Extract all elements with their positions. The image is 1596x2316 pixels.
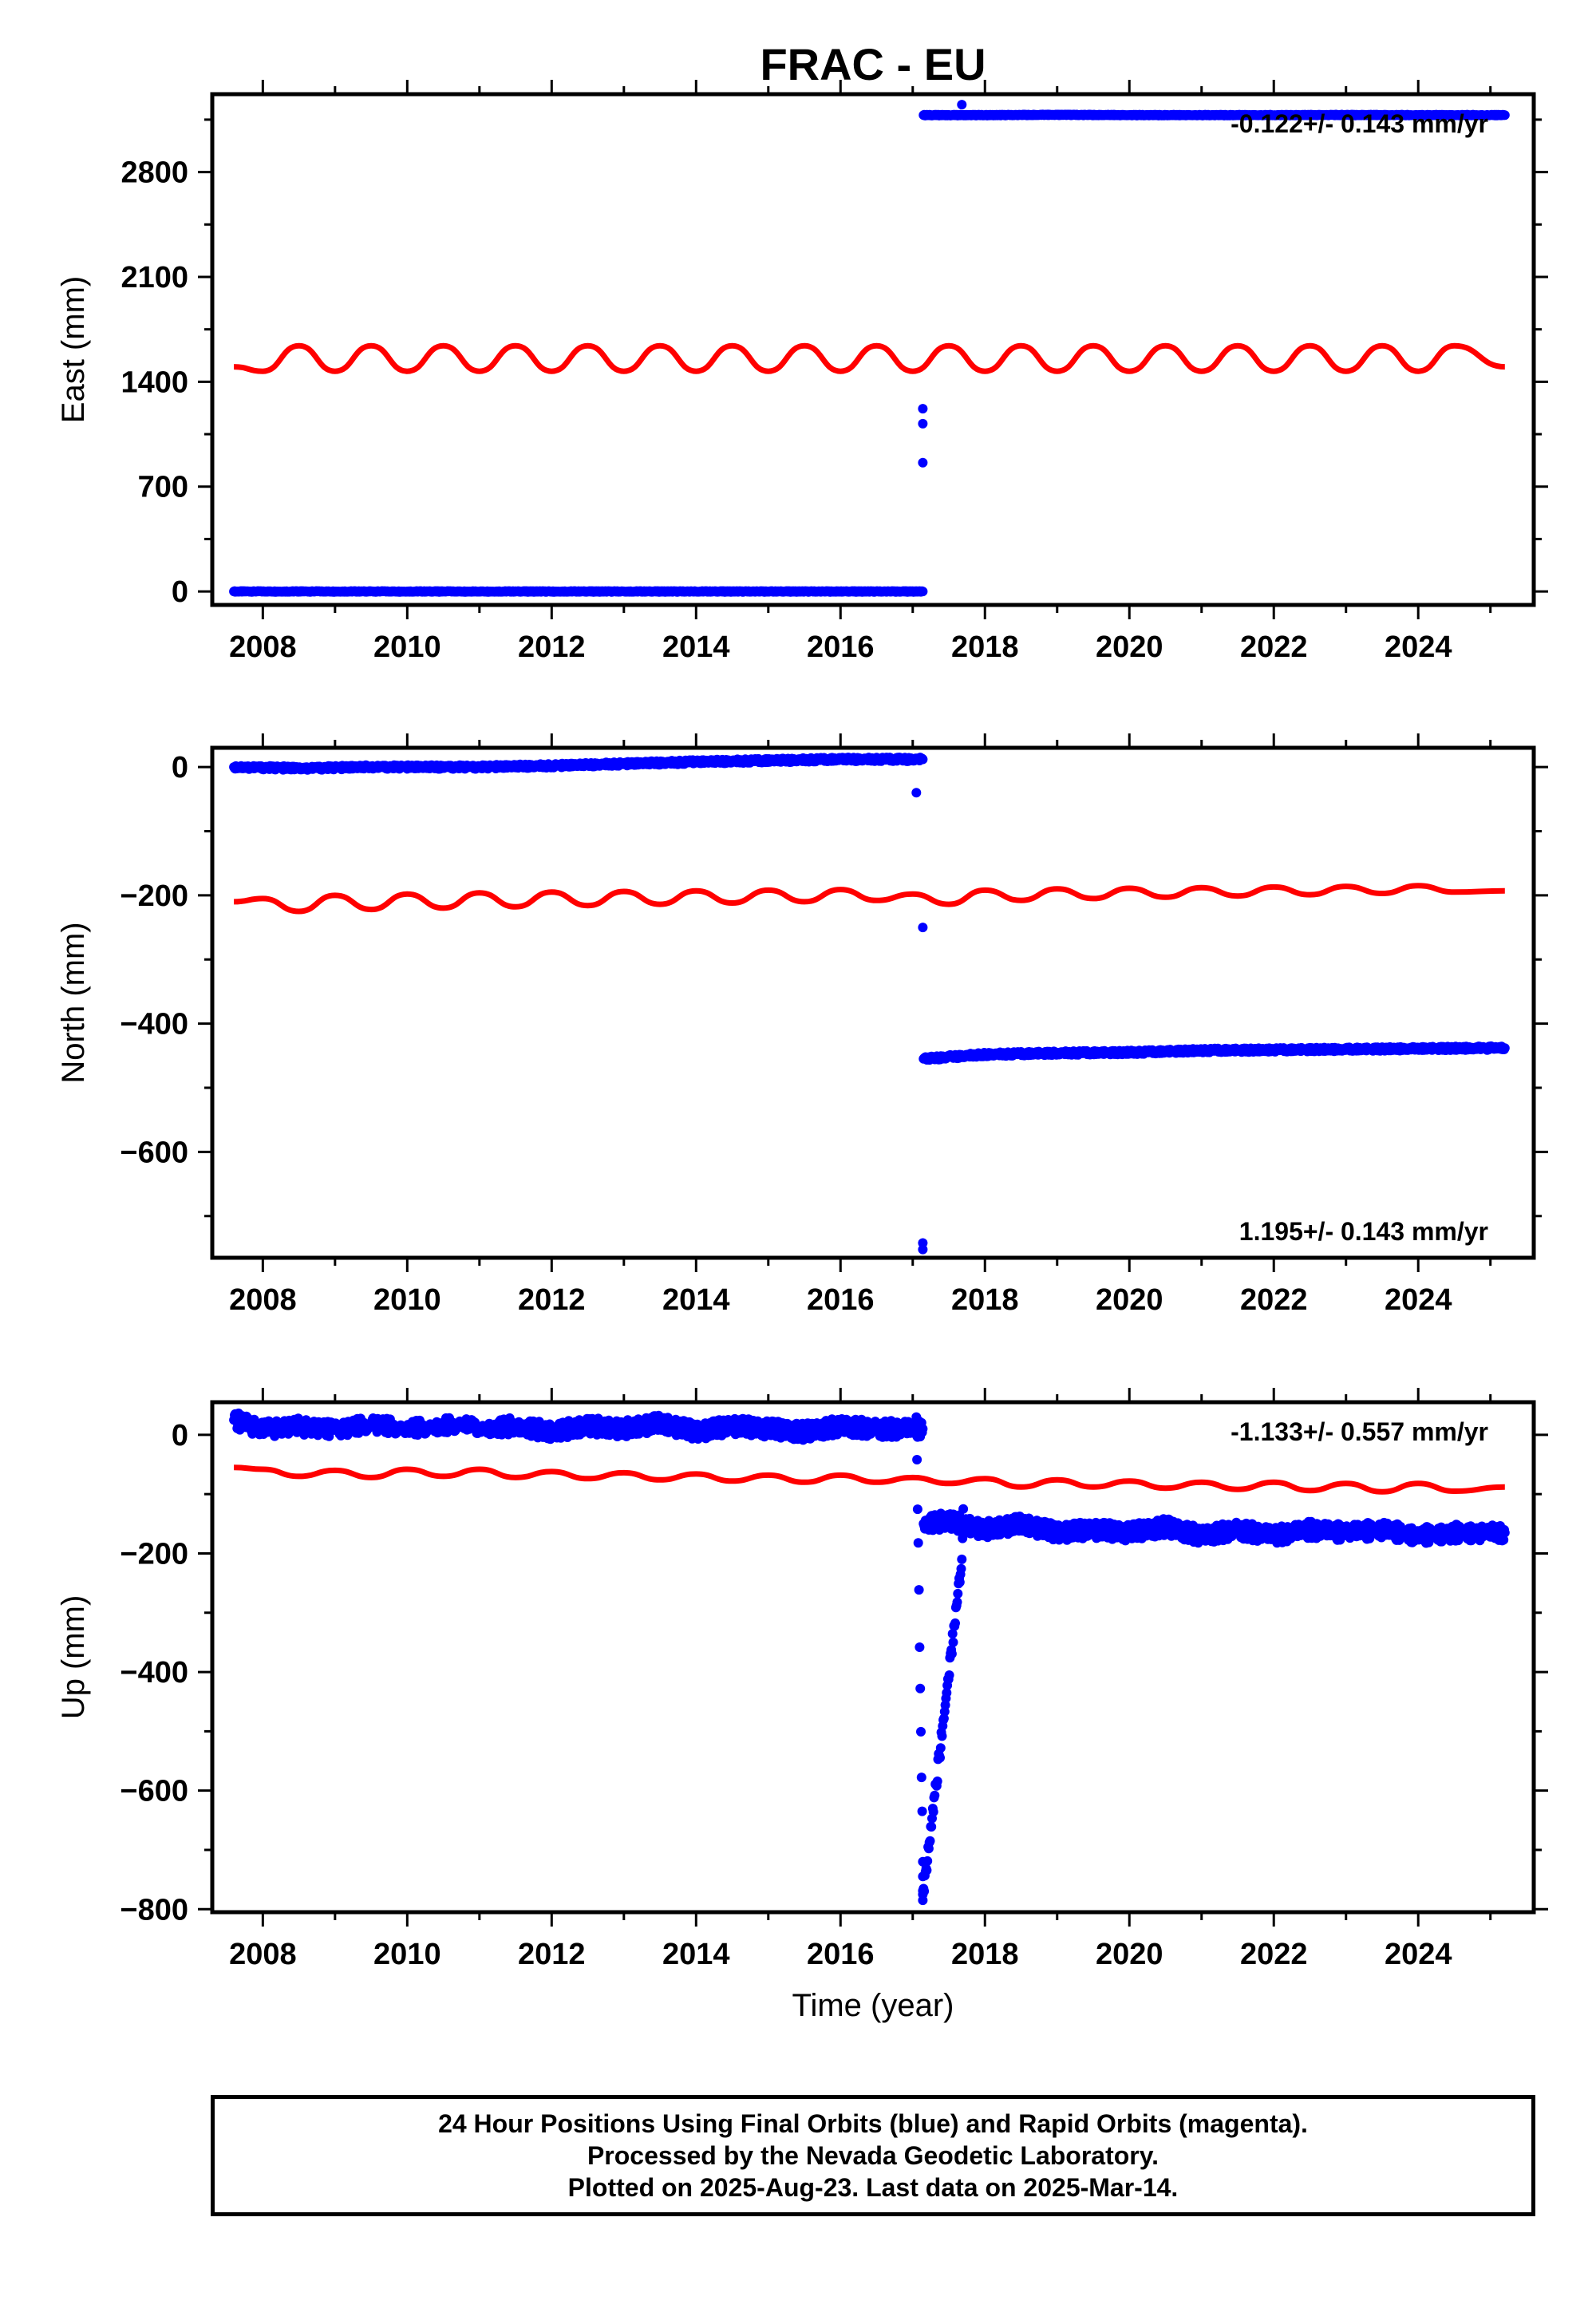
east-x-tick-label: 2024 [1385,630,1452,664]
north-x-tick-label: 2010 [373,1283,441,1317]
east-x-tick-label: 2014 [662,630,730,664]
east-y-tick-label: 0 [172,575,188,609]
north-outlier-point [918,923,928,933]
east-x-tick-label: 2016 [807,630,875,664]
north-x-tick-label: 2016 [807,1283,875,1317]
east-panel: 2008 2010 2012 2014 2016 2018 2020 2022 2024 0 700… [56,80,1548,664]
north-y-tick-label: 0 [172,751,188,785]
north-panel: 2008 2010 2012 2014 2016 2018 2020 2022 2024 −600… [56,733,1548,1317]
east-y-tick-label: 700 [138,471,188,504]
north-outlier-point [918,1244,928,1255]
east-rapid-orbit-line [234,342,1506,374]
north-x-tick-label: 2022 [1240,1283,1308,1317]
east-x-tick-label: 2022 [1240,630,1308,664]
north-x-tick-label: 2014 [662,1283,730,1317]
east-x-tick-label: 2010 [373,630,441,664]
north-rapid-orbit-line [234,883,1505,915]
east-outlier-point [918,418,928,429]
north-y-tick-label: −400 [120,1008,188,1041]
north-x-tick-label: 2018 [951,1283,1019,1317]
east-x-tick-label: 2008 [229,630,297,664]
east-final-orbit-point [917,586,927,596]
east-y-axis-label: East (mm) [56,276,91,423]
east-final-orbit-series-0 [229,586,928,597]
north-y-tick-label: −200 [120,879,188,913]
up-final-orbit-series-0 [229,1408,928,1445]
east-final-orbit-point [1499,110,1509,121]
north-x-tick-label: 2024 [1385,1283,1452,1317]
east-outlier-point [957,100,967,110]
east-rate-label: -0.122+/- 0.143 mm/yr [1231,109,1488,138]
east-y-tick-label: 2100 [120,261,188,294]
north-final-orbit-point [1499,1044,1509,1054]
north-x-tick-label: 2008 [229,1283,297,1317]
east-plot-frame [210,92,1536,607]
north-final-orbit-point [917,753,927,764]
east-final-orbit-series-1 [918,109,1510,121]
north-y-tick-label: −600 [120,1136,188,1169]
east-y-tick-label: 1400 [120,366,188,399]
up-panel: 2008 2010 2012 2014 2016 2018 2020 2022 2024−800… [56,1388,1548,2023]
north-final-orbit-series-1 [918,1041,1510,1065]
north-outlier-point [911,788,922,798]
north-final-orbit-series-0 [229,753,928,775]
east-x-tick-label: 2020 [1096,630,1163,664]
figure-title: FRAC - EU [760,39,986,89]
north-x-tick-label: 2012 [518,1283,586,1317]
east-outlier-point [918,404,928,414]
east-x-tick-label: 2018 [951,630,1019,664]
east-y-tick-label: 2800 [120,156,188,190]
north-rate-label: 1.195+/- 0.143 mm/yr [1239,1217,1488,1246]
north-plot-frame [210,745,1536,1260]
east-outlier-point [918,457,928,468]
north-x-tick-label: 2020 [1096,1283,1163,1317]
north-y-axis-label: North (mm) [56,922,91,1083]
east-x-tick-label: 2012 [518,630,586,664]
